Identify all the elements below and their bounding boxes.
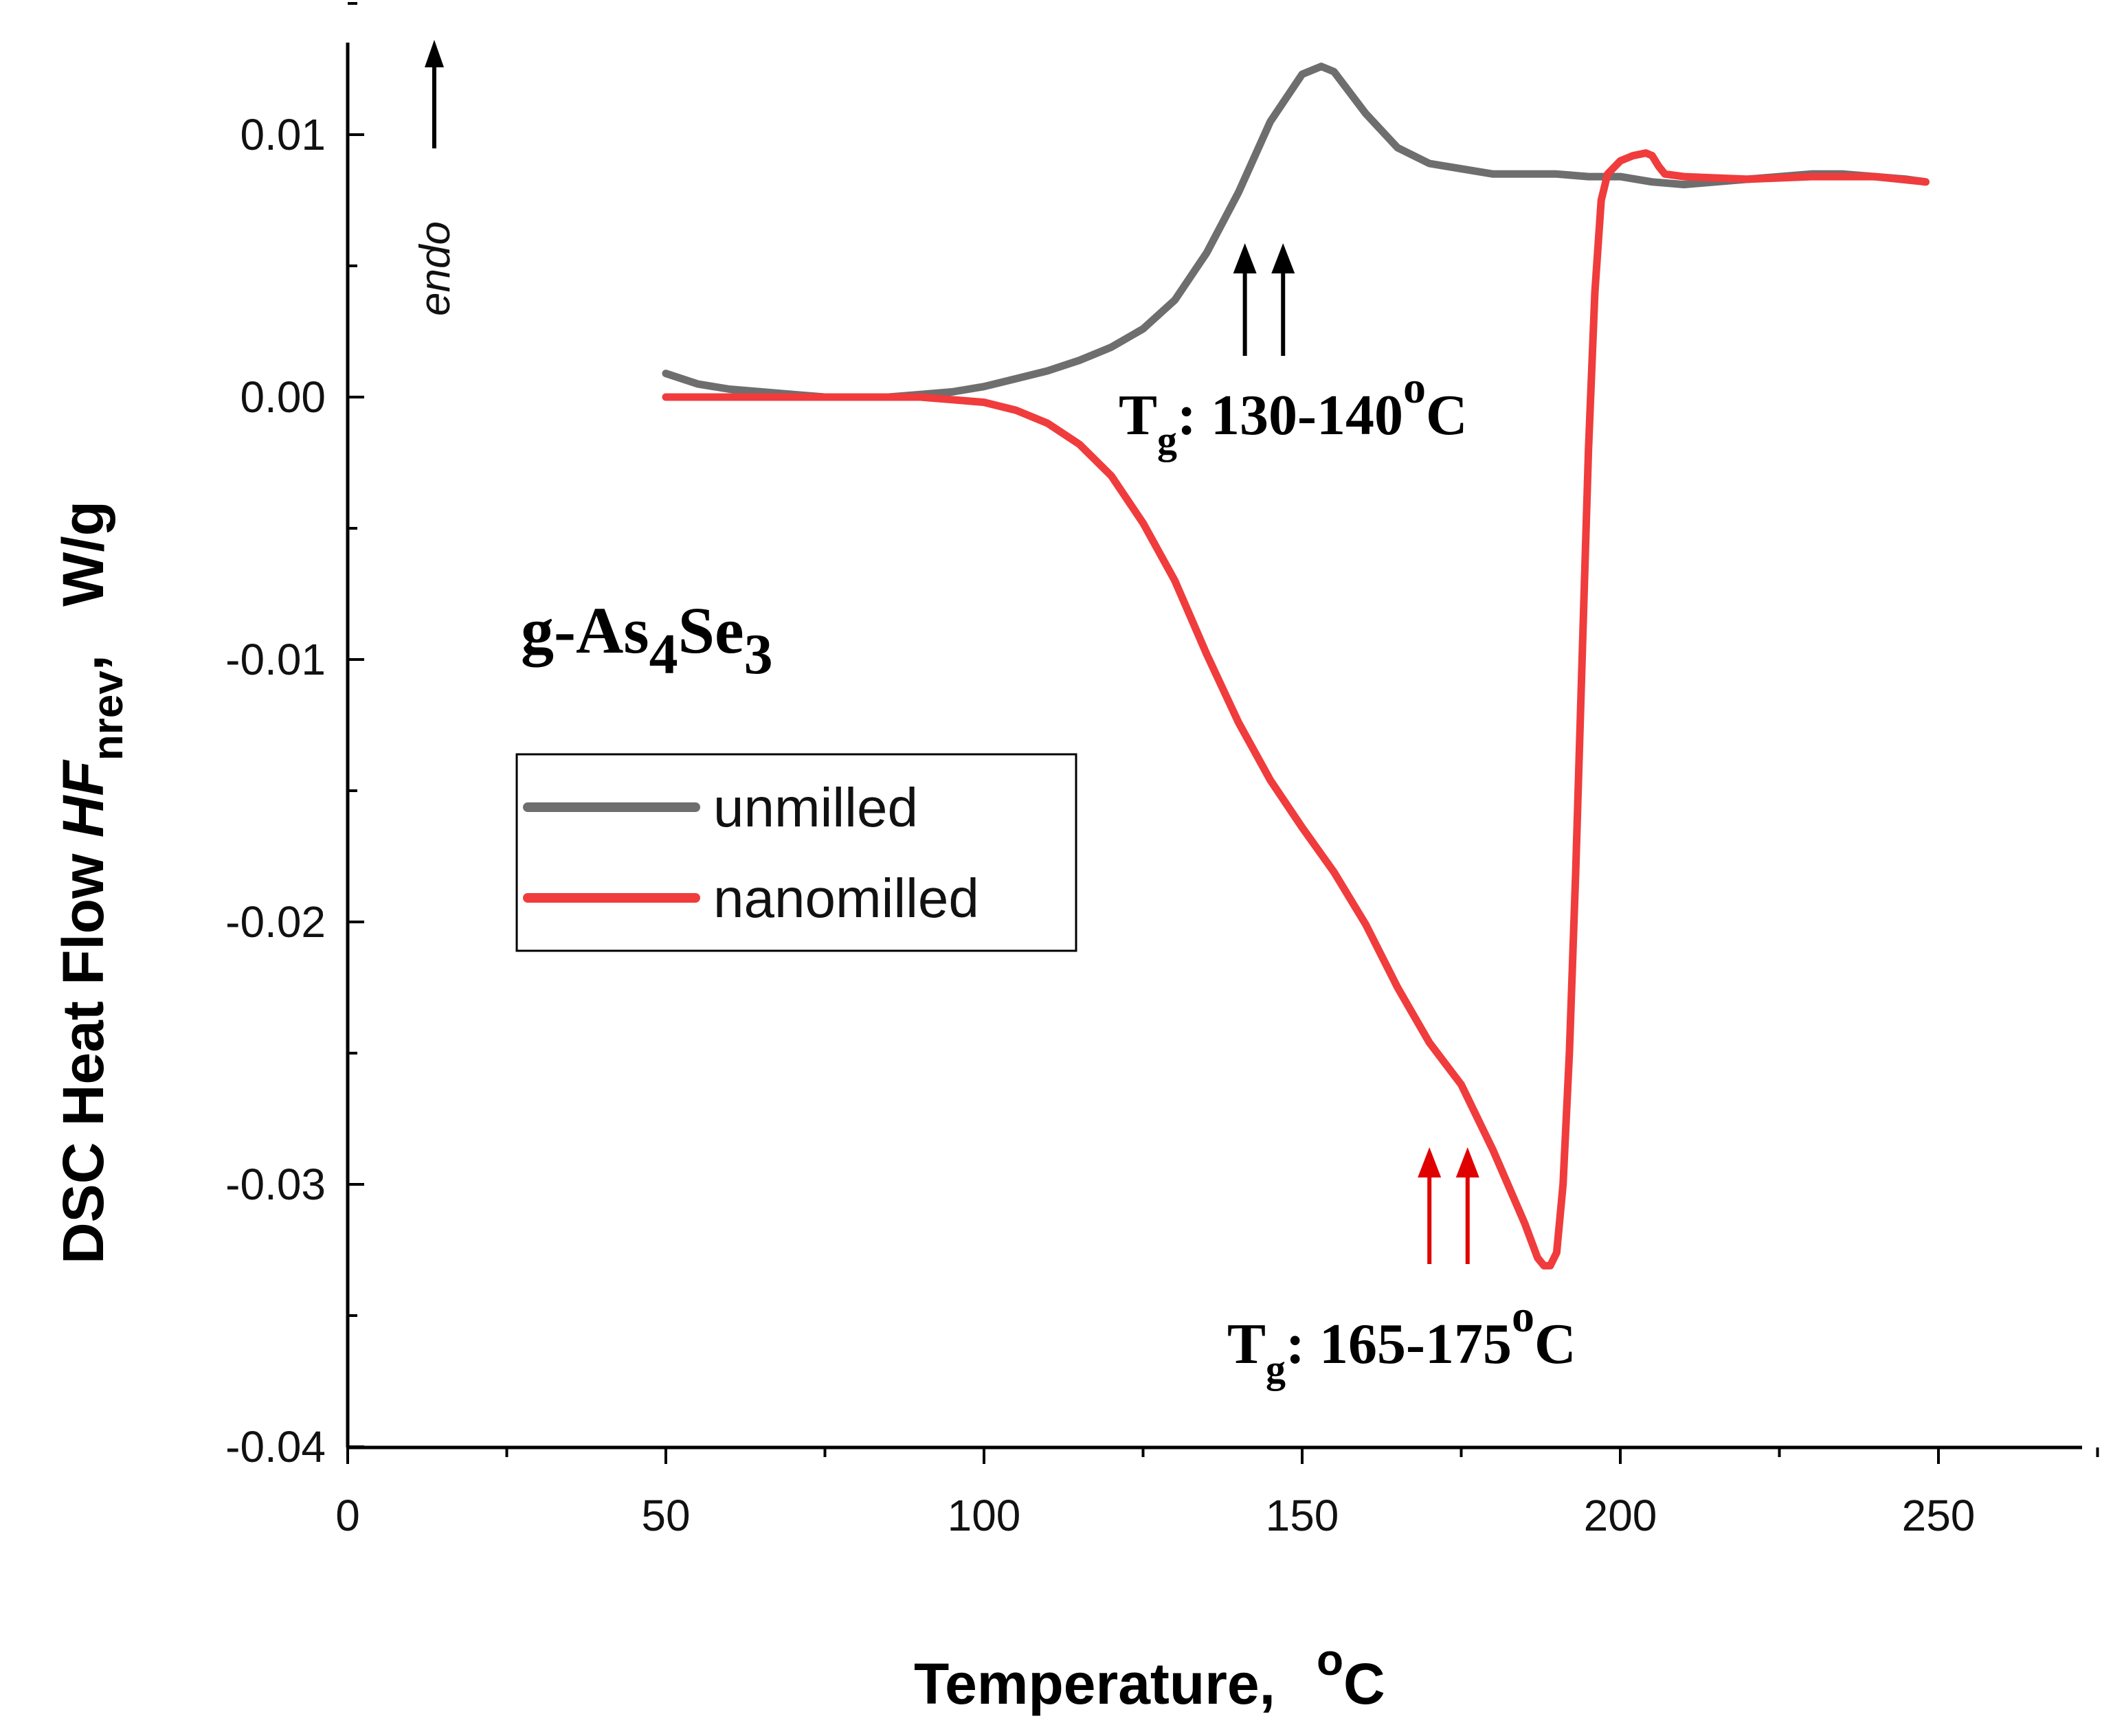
tg-arrow-unmilled-icon (1271, 243, 1295, 356)
sample-label: g-As4Se3 (521, 594, 773, 686)
y-tick-label: -0.03 (225, 1160, 326, 1209)
series-line-nanomilled (662, 149, 1930, 1270)
endo-indicator: endo (412, 40, 459, 316)
x-tick-label: 0 (335, 1491, 360, 1540)
legend-box (515, 753, 1077, 952)
x-tick-label: 250 (1902, 1491, 1976, 1540)
tg-arrow-nanomilled-icon (1418, 1147, 1442, 1264)
y-tick-label: -0.02 (225, 897, 326, 947)
tg-label-nanomilled: Tg: 165-175oC (1227, 1292, 1576, 1391)
tg-arrows (1233, 243, 1479, 1264)
tg-arrow-unmilled-icon (1233, 243, 1257, 356)
x-tick-label: 200 (1584, 1491, 1657, 1540)
x-tick-label: 100 (948, 1491, 1021, 1540)
series-layer (662, 63, 1930, 1270)
endo-label: endo (412, 221, 459, 316)
y-tick-label: 0.01 (240, 110, 326, 159)
legend-label-unmilled: unmilled (713, 777, 918, 838)
endo-arrowhead-icon (425, 40, 444, 67)
legend-label-nanomilled: nanomilled (713, 868, 979, 929)
x-ticks: 0 50 100 150 200 250 (335, 1447, 2099, 1540)
axes (346, 43, 2082, 1450)
series-line-unmilled (662, 63, 1930, 401)
y-tick-label: 0.00 (240, 372, 326, 422)
y-axis-title: DSC Heat Flow HFnrev,W/g (51, 501, 132, 1264)
y-ticks: -0.04 -0.03 -0.02 -0.01 0.00 0.01 (225, 2, 364, 1472)
y-tick-label: -0.04 (225, 1422, 326, 1472)
y-tick-label: -0.01 (225, 635, 326, 684)
tg-label-unmilled: Tg: 130-140oC (1119, 363, 1468, 462)
x-axis-title: Temperature, oC (914, 1635, 1385, 1716)
tg-arrow-nanomilled-icon (1455, 1147, 1479, 1264)
x-tick-label: 50 (641, 1491, 690, 1540)
x-tick-label: 150 (1266, 1491, 1339, 1540)
legend: unmilled nanomilled (515, 753, 1077, 952)
